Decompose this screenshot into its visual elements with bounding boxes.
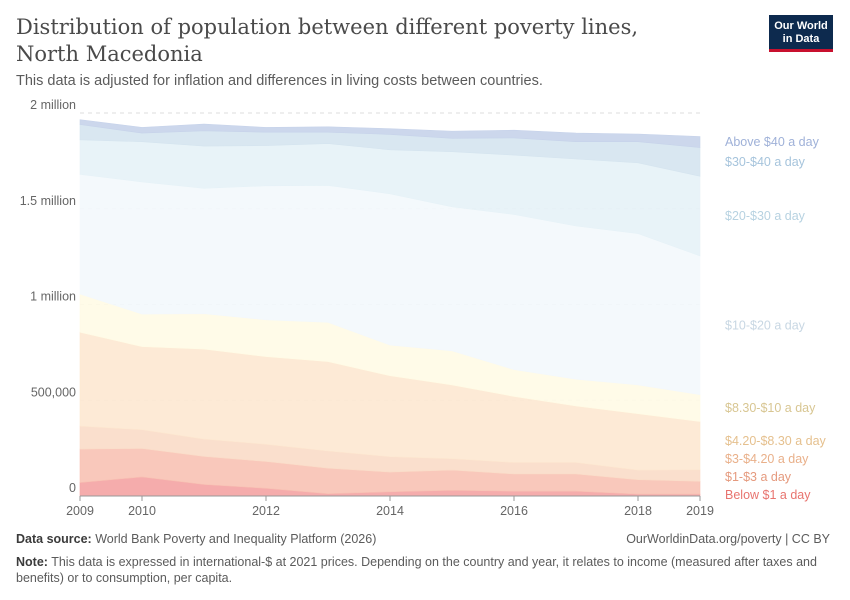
y-tick-label: 2 million [30,98,76,112]
legend-label: $1-$3 a day [725,470,792,484]
owid-logo[interactable]: Our World in Data [769,15,833,52]
note-label: Note: [16,555,48,569]
legend-label: Above $40 a day [725,135,820,149]
legend-label: $10-$20 a day [725,318,806,332]
y-tick-label: 1 million [30,290,76,304]
chart-note: Note: This data is expressed in internat… [16,554,831,586]
data-source-text: World Bank Poverty and Inequality Platfo… [95,532,377,546]
axes: 0 500,000 1 million 1.5 million 2 million 200… [20,98,714,518]
x-tick-label: 2012 [252,504,280,518]
legend-label: $30-$40 a day [725,155,806,169]
data-source: Data source: World Bank Poverty and Ineq… [16,532,376,546]
x-tick-label: 2009 [66,504,94,518]
chart-title: Distribution of population between diffe… [16,15,639,66]
y-tick-label: 1.5 million [20,194,76,208]
area-above-40-a-day[interactable] [79,119,701,148]
legend-label: $4.20-$8.30 a day [725,434,827,448]
area-series [79,119,701,497]
x-tick-label: 2019 [686,504,714,518]
note-text: This data is expressed in international-… [16,555,817,585]
x-tick-label: 2016 [500,504,528,518]
x-tick-label: 2010 [128,504,156,518]
data-source-label: Data source: [16,532,92,546]
y-tick-label: 500,000 [31,385,76,399]
legend-label: Below $1 a day [725,488,811,502]
legend: Below $1 a day $1-$3 a day $3-$4.20 a day $… [725,135,827,502]
y-tick-label: 0 [69,481,76,495]
legend-label: $3-$4.20 a day [725,452,809,466]
x-tick-label: 2018 [624,504,652,518]
legend-label: $8.30-$10 a day [725,401,816,415]
logo-line-1: Our World [774,20,828,32]
license-link[interactable]: OurWorldinData.org/poverty | CC BY [626,532,830,546]
logo-line-2: in Data [782,33,820,45]
x-tick-label: 2014 [376,504,404,518]
chart-subtitle: This data is adjusted for inflation and … [16,73,543,89]
legend-label: $20-$30 a day [725,209,806,223]
